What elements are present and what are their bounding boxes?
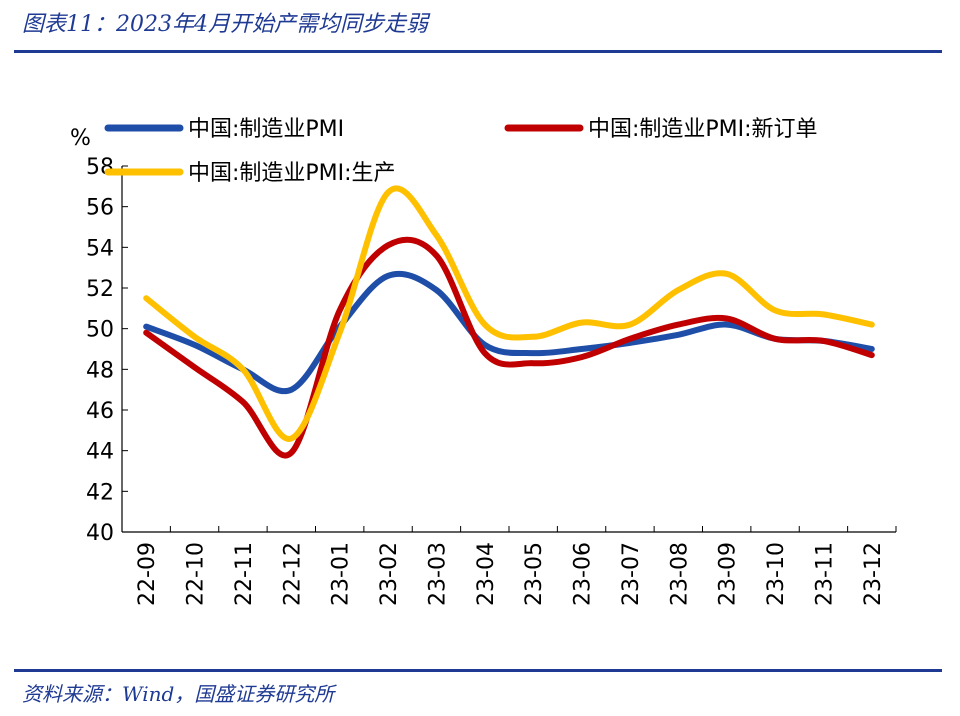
y-tick-label: 42 bbox=[86, 480, 114, 505]
y-tick-label: 44 bbox=[86, 440, 114, 465]
y-tick-label: 46 bbox=[86, 399, 114, 424]
legend-label-2: 中国:制造业PMI:新订单 bbox=[588, 117, 818, 142]
series-line-3 bbox=[143, 185, 875, 442]
x-tick-label: 23-07 bbox=[619, 542, 644, 606]
x-tick-label: 22-11 bbox=[232, 542, 257, 606]
chart-title: 图表11：2023年4月开始产需均同步走弱 bbox=[22, 12, 428, 37]
y-tick-label: 58 bbox=[86, 155, 114, 180]
y-tick-label: 40 bbox=[86, 521, 114, 546]
x-tick-label: 23-03 bbox=[425, 542, 450, 606]
x-tick-label: 23-09 bbox=[716, 542, 741, 606]
series-layer bbox=[143, 185, 875, 459]
y-tick-label: 54 bbox=[86, 236, 114, 261]
x-tick-label: 22-12 bbox=[280, 542, 305, 606]
x-tick-label: 23-01 bbox=[329, 542, 354, 606]
top-rule bbox=[14, 50, 942, 53]
axes: 40 42 44 46 48 50 52 54 56 58 22-09 22-10 22-11 22-12… bbox=[86, 155, 897, 606]
legend-label-3: 中国:制造业PMI:生产 bbox=[188, 161, 396, 186]
y-tick-label: 48 bbox=[86, 358, 114, 383]
x-tick-label: 23-12 bbox=[861, 542, 886, 606]
y-axis-unit: % bbox=[70, 126, 91, 151]
y-tick-label: 52 bbox=[86, 277, 114, 302]
source-note: 资料来源：Wind，国盛证券研究所 bbox=[22, 682, 335, 706]
x-tick-label: 23-02 bbox=[377, 542, 402, 606]
x-tick-label: 23-04 bbox=[474, 542, 499, 606]
x-tick-label: 22-09 bbox=[135, 542, 160, 606]
legend-label-1: 中国:制造业PMI bbox=[188, 117, 344, 142]
series-line-2 bbox=[143, 236, 875, 459]
x-tick-label: 22-10 bbox=[184, 542, 209, 606]
x-tick-label: 23-06 bbox=[571, 542, 596, 606]
bottom-rule bbox=[14, 669, 942, 672]
x-tick-label: 23-08 bbox=[667, 542, 692, 606]
y-tick-label: 56 bbox=[86, 196, 114, 221]
x-tick-label: 23-05 bbox=[522, 542, 547, 606]
x-tick-label: 23-11 bbox=[812, 542, 837, 606]
y-tick-label: 50 bbox=[86, 318, 114, 343]
x-tick-label: 23-10 bbox=[764, 542, 789, 606]
